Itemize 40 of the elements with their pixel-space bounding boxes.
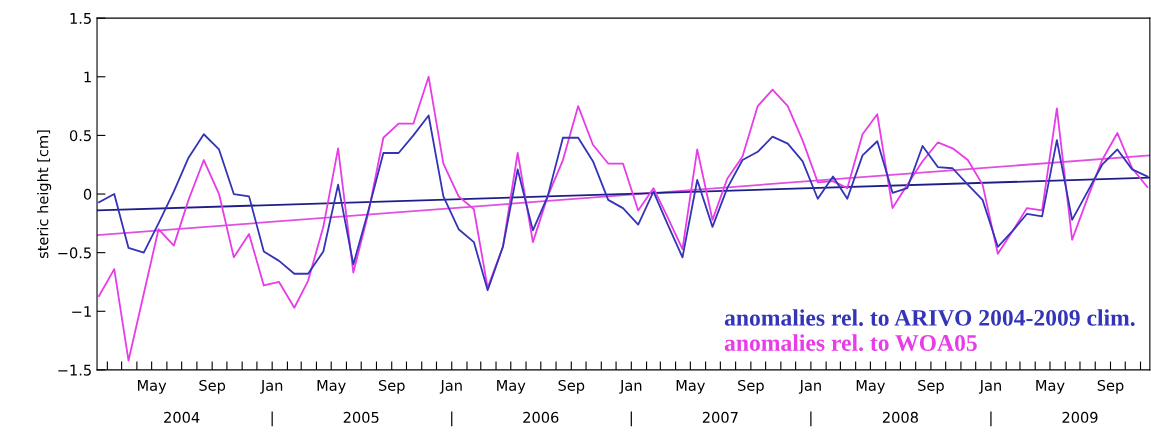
line-series: [98, 114, 1149, 292]
x-tick-label: Jan: [619, 380, 642, 394]
x-tick-label: May: [317, 380, 346, 394]
y-tick-label: −1.5: [58, 364, 91, 376]
x2-tick-label: 2007: [702, 411, 738, 423]
x-tick-label: Jan: [798, 380, 821, 394]
line-series: [98, 75, 1149, 362]
x-tick-label: Jan: [260, 380, 283, 394]
x2-tick-label: 2009: [1062, 411, 1098, 423]
x-tick-label: Jan: [978, 380, 1001, 394]
x2-tick-label: |: [810, 411, 812, 427]
x2-tick-label: |: [271, 411, 273, 427]
y-tick-label: −1: [72, 306, 91, 317]
x-tick-label: Sep: [738, 379, 764, 394]
x2-tick-label: |: [630, 411, 632, 427]
y-tick-label: 1: [84, 71, 91, 83]
x-tick-label: Sep: [378, 379, 405, 394]
y-tick-label: 0.5: [69, 130, 91, 142]
x-tick-label: Sep: [1097, 379, 1124, 394]
x-tick-label: Jan: [439, 380, 462, 394]
text: anomalies rel. to WOA05: [724, 334, 977, 352]
x-tick-label: Sep: [199, 379, 226, 394]
y-tick-label: −0.5: [58, 247, 91, 259]
y-axis-title: steric height [cm]: [37, 130, 52, 259]
x2-tick-label: 2005: [343, 411, 379, 423]
x2-tick-label: 2008: [882, 411, 918, 423]
x-tick-label: Sep: [918, 379, 944, 394]
x-tick-label: May: [676, 380, 705, 394]
y-tick-label: 1.5: [70, 13, 91, 24]
x-tick-label: May: [856, 380, 886, 394]
x2-tick-label: |: [451, 411, 453, 427]
x2-tick-label: 2006: [523, 411, 559, 423]
x-tick-label: May: [137, 380, 167, 394]
x-tick-label: Sep: [558, 379, 585, 394]
x2-tick-label: 2004: [164, 411, 200, 423]
x-tick-label: May: [497, 380, 526, 394]
y-tick-label: 0: [83, 188, 92, 200]
x-tick-label: May: [1036, 380, 1065, 394]
text: anomalies rel. to ARIVO 2004-2009 clim.: [724, 309, 1135, 326]
x2-tick-label: |: [990, 411, 992, 427]
